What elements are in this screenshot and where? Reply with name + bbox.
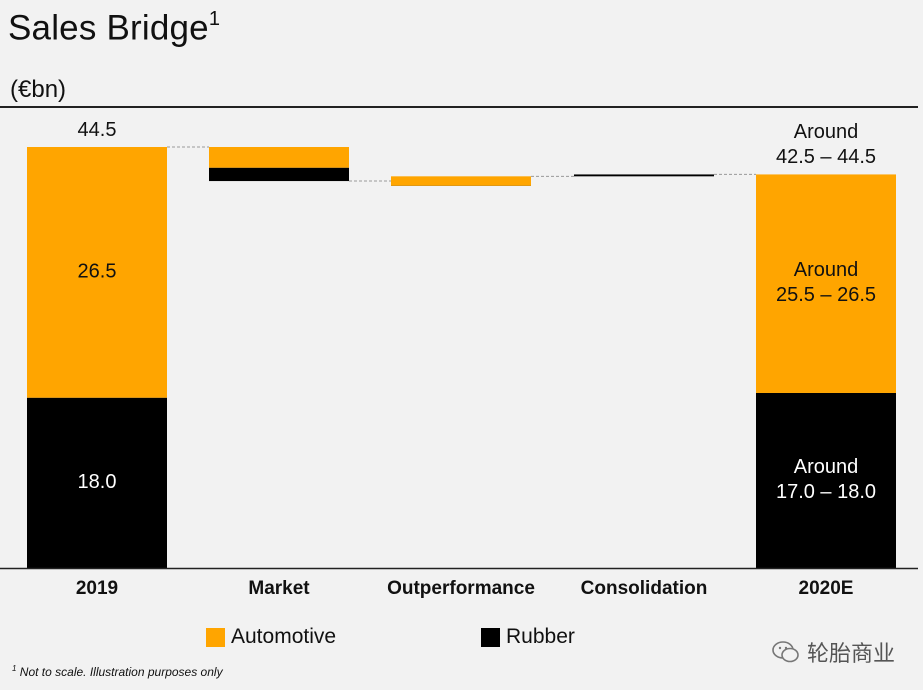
bar-outperformance-automotive: [391, 176, 531, 186]
category-label-2020e: 2020E: [799, 578, 854, 599]
footnote-marker: 1: [12, 664, 17, 673]
legend-label-automotive: Automotive: [231, 625, 337, 648]
top-rule: [0, 106, 918, 108]
label-2019-automotive: 26.5: [78, 261, 117, 283]
label-2020e-total: Around 42.5 – 44.5: [776, 121, 876, 168]
legend-swatch-automotive: [206, 627, 225, 647]
label-2019-rubber: 18.0: [78, 471, 117, 493]
legend-swatch-rubber: [481, 627, 500, 647]
category-label-consolidation: Consolidation: [581, 578, 708, 599]
category-label-market: Market: [248, 578, 310, 599]
legend-label-rubber: Rubber: [506, 625, 575, 648]
unit-label: (€bn): [10, 76, 67, 103]
bar-2019-rubber: [27, 397, 167, 568]
chart-title: Sales Bridge1: [8, 0, 220, 50]
title-footnote-marker: 1: [208, 8, 221, 30]
label-2020e-automotive: Around 25.5 – 26.5: [776, 259, 876, 306]
label-2020e-rubber: Around 17.0 – 18.0: [776, 456, 876, 503]
category-label-outperformance: Outperformance: [387, 578, 535, 599]
bar-market-rubber: [209, 167, 349, 182]
bar-2019-automotive: [27, 147, 167, 398]
bar-2020e-rubber: [756, 392, 896, 568]
wechat-icon: [772, 641, 799, 663]
label-2019-total: 44.5: [78, 119, 117, 141]
footnote: 1 Not to scale. Illustration purposes on…: [12, 664, 223, 679]
legend-item-automotive: Automotive: [206, 624, 336, 650]
legend-item-rubber: Rubber: [481, 624, 575, 650]
bar-2020e-automotive: [756, 174, 896, 393]
watermark-text: 轮胎商业: [806, 641, 895, 666]
bar-consolidation-rubber: [574, 174, 714, 177]
category-label-2019: 2019: [76, 578, 118, 599]
footnote-text: Not to scale. Illustration purposes only: [19, 665, 223, 679]
watermark: 轮胎商业: [771, 636, 895, 668]
bar-market-automotive: [209, 147, 349, 168]
chart-title-text: Sales Bridge: [8, 8, 209, 48]
